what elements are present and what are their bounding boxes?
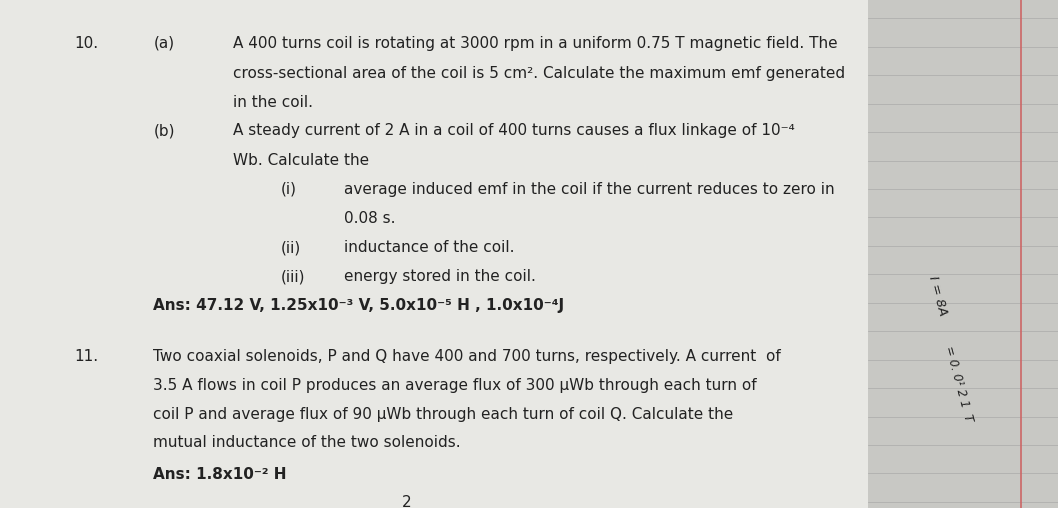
Text: (b): (b)	[153, 123, 175, 138]
Text: Ans: 47.12 V, 1.25x10⁻³ V, 5.0x10⁻⁵ H , 1.0x10⁻⁴J: Ans: 47.12 V, 1.25x10⁻³ V, 5.0x10⁻⁵ H , …	[153, 298, 565, 313]
Text: 11.: 11.	[74, 348, 98, 364]
Text: 0.08 s.: 0.08 s.	[344, 211, 396, 226]
Text: Two coaxial solenoids, P and Q have 400 and 700 turns, respectively. A current  : Two coaxial solenoids, P and Q have 400 …	[153, 348, 781, 364]
Text: (iii): (iii)	[280, 269, 305, 284]
Text: Wb. Calculate the: Wb. Calculate the	[233, 152, 369, 168]
Text: A 400 turns coil is rotating at 3000 rpm in a uniform 0.75 T magnetic field. The: A 400 turns coil is rotating at 3000 rpm…	[233, 36, 837, 51]
Text: (ii): (ii)	[280, 240, 300, 255]
Text: 10.: 10.	[74, 36, 98, 51]
Text: cross-sectional area of the coil is 5 cm². Calculate the maximum emf generated: cross-sectional area of the coil is 5 cm…	[233, 67, 845, 81]
Text: A steady current of 2 A in a coil of 400 turns causes a flux linkage of 10⁻⁴: A steady current of 2 A in a coil of 400…	[233, 123, 795, 138]
Text: Ans: 1.8x10⁻² H: Ans: 1.8x10⁻² H	[153, 467, 287, 482]
Text: mutual inductance of the two solenoids.: mutual inductance of the two solenoids.	[153, 435, 461, 450]
Bar	[0, 0, 868, 508]
Text: coil P and average flux of 90 μWb through each turn of coil Q. Calculate the: coil P and average flux of 90 μWb throug…	[153, 407, 733, 422]
Text: average induced emf in the coil if the current reduces to zero in: average induced emf in the coil if the c…	[344, 181, 835, 197]
Text: 2: 2	[402, 495, 412, 508]
Bar	[868, 0, 1058, 508]
Text: (i): (i)	[280, 181, 296, 197]
Text: 3.5 A flows in coil P produces an average flux of 300 μWb through each turn of: 3.5 A flows in coil P produces an averag…	[153, 378, 758, 393]
Text: inductance of the coil.: inductance of the coil.	[344, 240, 514, 255]
Text: energy stored in the coil.: energy stored in the coil.	[344, 269, 535, 284]
Text: in the coil.: in the coil.	[233, 95, 313, 110]
Text: (a): (a)	[153, 36, 175, 51]
Text: = 0. 0¹ 2 1  T: = 0. 0¹ 2 1 T	[942, 344, 974, 423]
Text: I = 8A: I = 8A	[926, 274, 949, 318]
